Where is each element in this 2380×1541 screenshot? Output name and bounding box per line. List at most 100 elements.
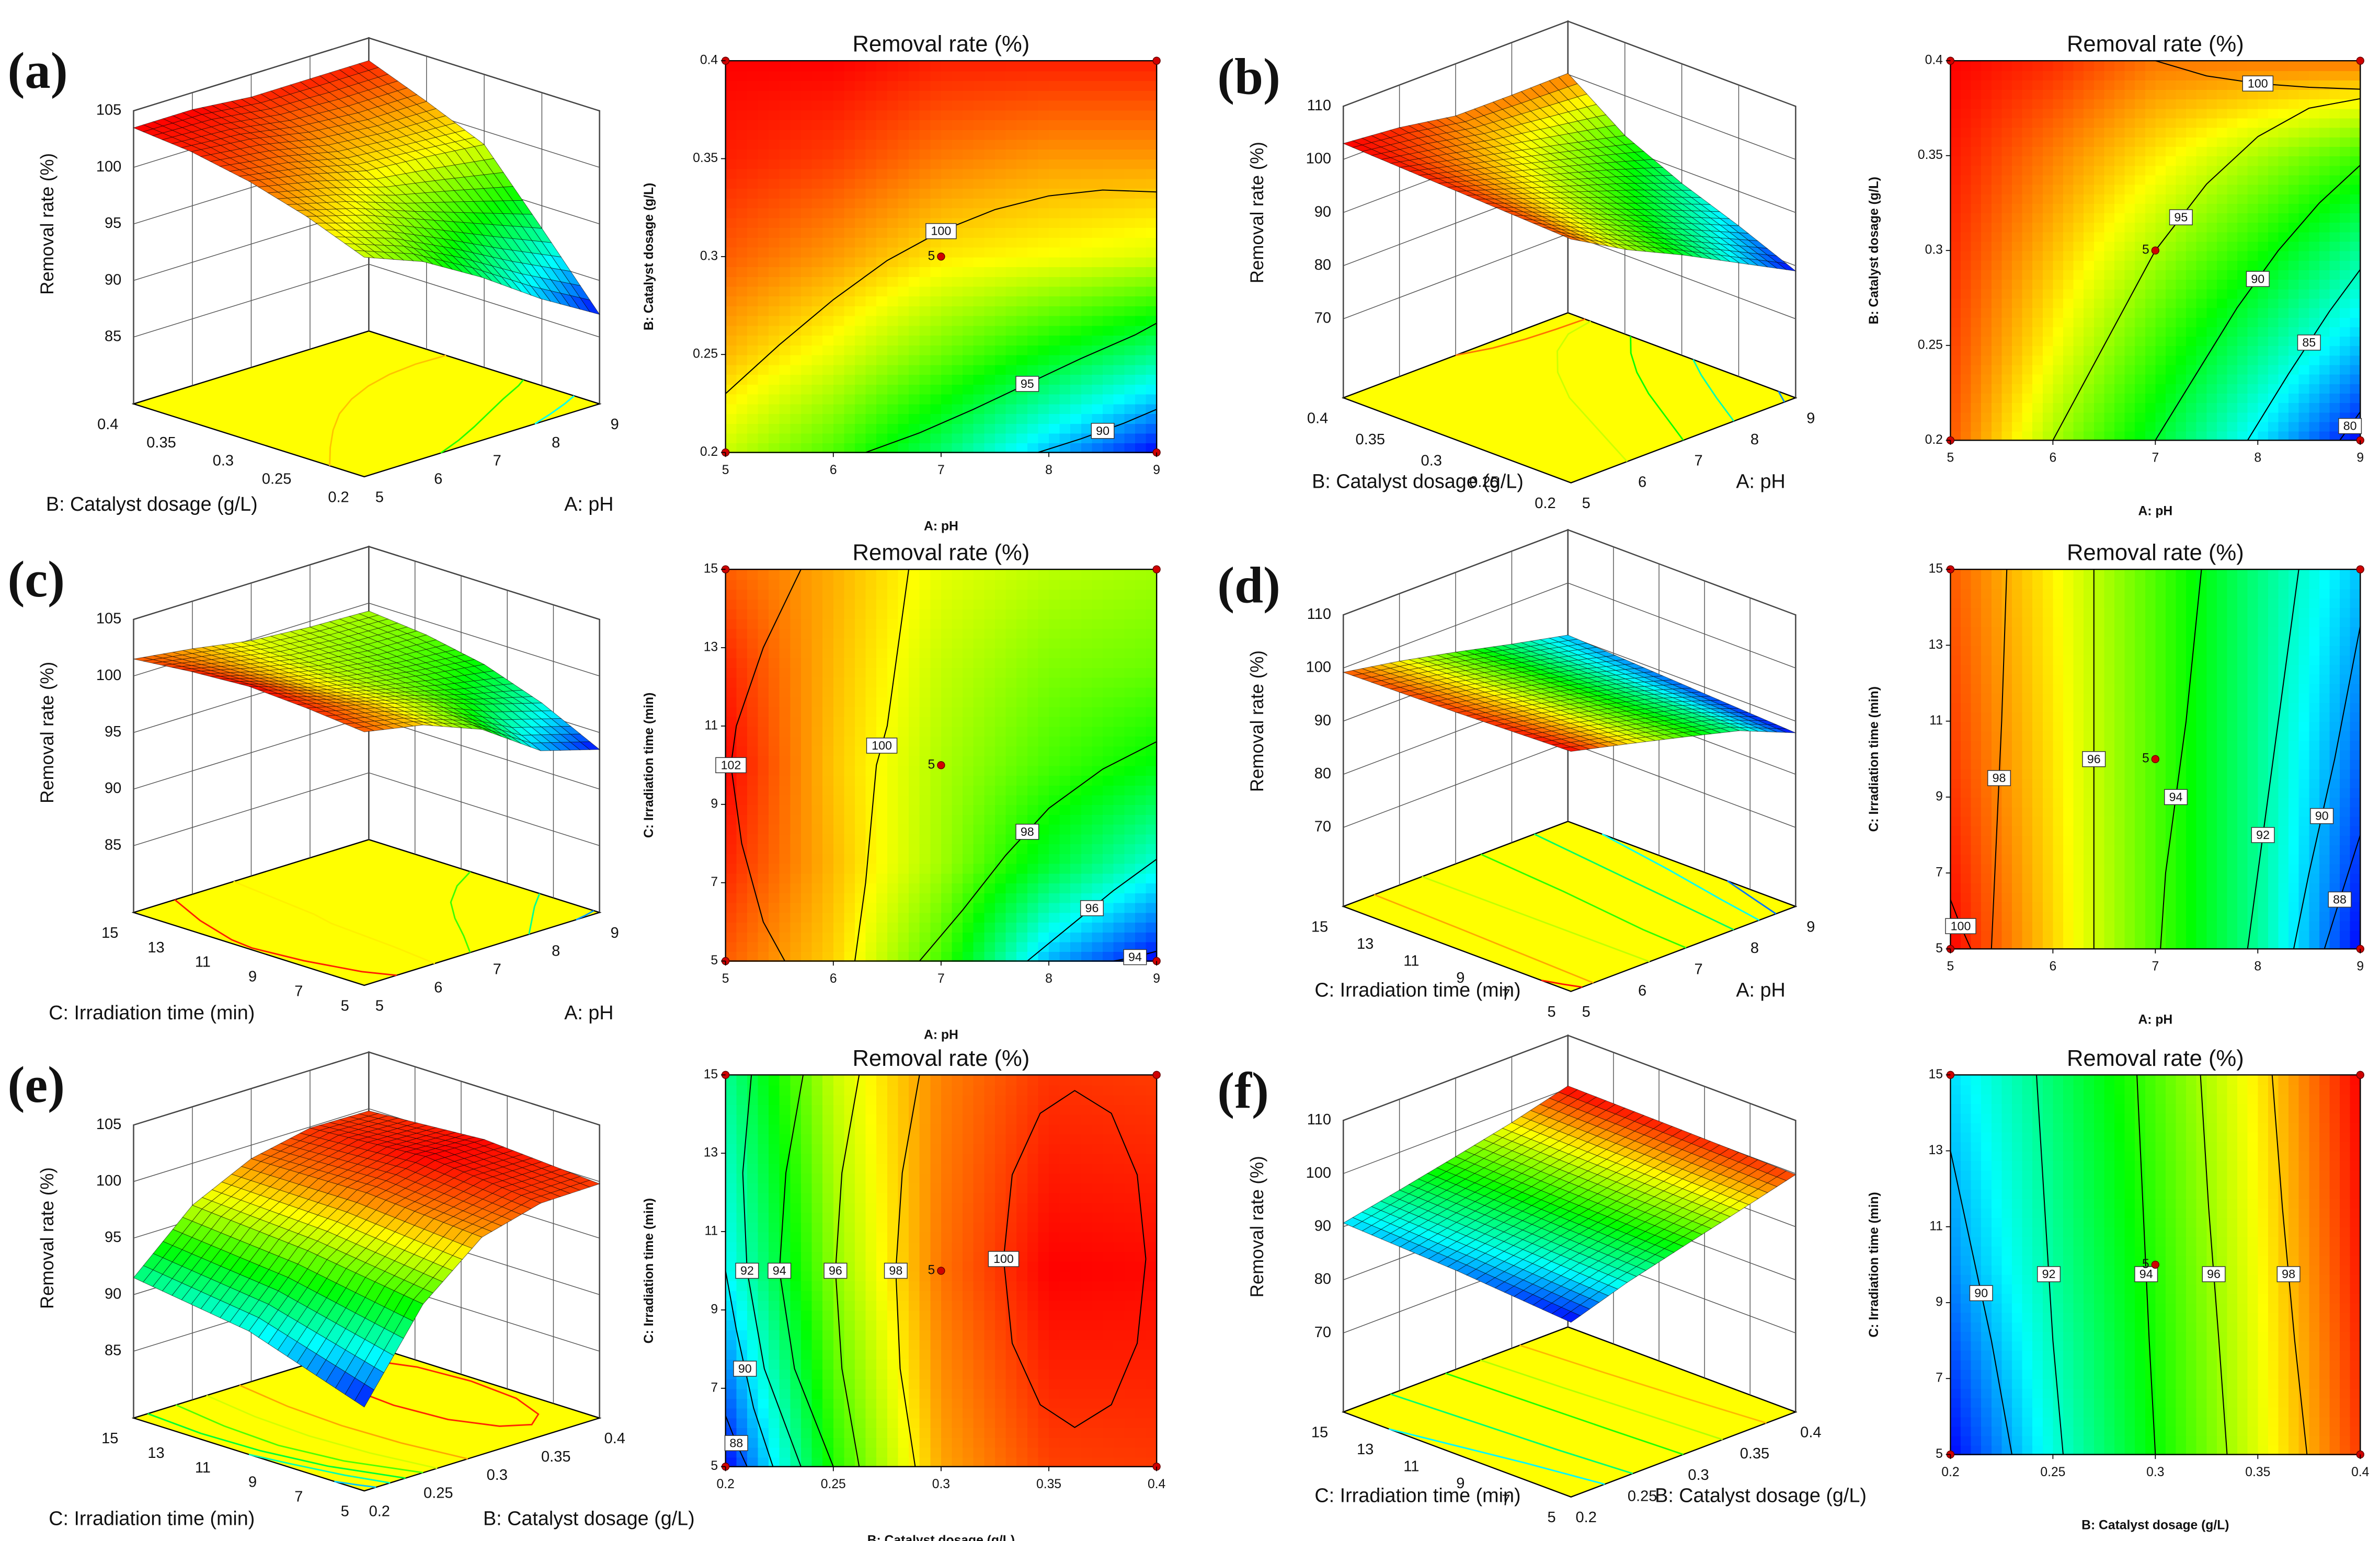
contour-fill: [725, 325, 737, 336]
contour-fill: [2216, 118, 2228, 128]
contour-fill: [822, 237, 834, 248]
contour-fill: [887, 315, 899, 326]
contour-fill: [2268, 146, 2279, 157]
contour-fill: [1991, 146, 2003, 157]
contour-fill: [1081, 266, 1093, 277]
contour-fill: [2165, 250, 2177, 261]
contour-fill: [2042, 118, 2054, 128]
contour-fill: [2135, 89, 2146, 100]
contour-fill: [1991, 155, 2003, 166]
x-tick-label: 9: [1153, 463, 1160, 477]
contour-fill: [1016, 315, 1028, 326]
contour-fill: [790, 90, 802, 101]
contour-fill: [800, 325, 813, 336]
contour-fill: [973, 90, 985, 101]
contour-fill: [2135, 297, 2146, 308]
contour-fill: [1038, 227, 1050, 238]
contour-fill: [1991, 345, 2003, 356]
contour-fill: [790, 188, 802, 199]
contour-fill: [2298, 279, 2310, 290]
contour-fill: [1038, 286, 1050, 297]
contour-fill: [758, 90, 770, 101]
contour-fill: [1038, 109, 1050, 121]
contour-fill: [909, 384, 921, 395]
contour-fill: [2124, 260, 2136, 270]
contour-fill: [2063, 146, 2075, 157]
contour-fill: [2268, 431, 2279, 441]
contour-fill: [1135, 256, 1147, 268]
contour-fill: [1146, 198, 1158, 209]
contour-fill: [2104, 155, 2115, 166]
contour-fill: [2298, 317, 2310, 327]
contour-fill: [2124, 279, 2136, 290]
contour-fill: [963, 168, 975, 179]
contour-fill: [919, 442, 931, 453]
contour-fill: [1146, 227, 1158, 238]
x-axis-label: A: pH: [924, 519, 958, 533]
contour-fill: [973, 442, 985, 453]
contour-fill: [919, 394, 931, 405]
contour-fill: [800, 227, 813, 238]
contour-fill: [1005, 403, 1017, 415]
contour-fill: [2124, 317, 2136, 327]
contour-fill: [2001, 222, 2013, 233]
contour-fill: [1135, 403, 1147, 415]
contour-fill: [1059, 423, 1071, 434]
contour-fill: [2063, 288, 2075, 299]
contour-fill: [1971, 70, 1982, 80]
contour-fill: [876, 344, 888, 355]
contour-fill: [1027, 325, 1039, 336]
contour-fill: [2227, 364, 2238, 375]
contour-fill: [2206, 155, 2218, 166]
contour-fill: [1971, 345, 1982, 356]
contour-fill: [2155, 203, 2167, 214]
contour-fill: [919, 70, 931, 82]
contour-fill: [1016, 109, 1028, 121]
contour-fill: [1027, 305, 1039, 316]
contour-fill: [2001, 297, 2013, 308]
contour-fill: [1961, 118, 1972, 128]
contour-fill: [1981, 269, 1993, 280]
contour-fill: [1971, 136, 1982, 147]
contour-fill: [2216, 231, 2228, 242]
contour-fill: [2114, 89, 2126, 100]
contour-fill: [2042, 70, 2054, 80]
contour-fill: [758, 374, 770, 385]
contour-fill: [2289, 288, 2300, 299]
contour-fill: [930, 158, 942, 169]
contour-fill: [865, 374, 877, 385]
contour-fill: [2001, 269, 2013, 280]
contour-fill: [2247, 165, 2259, 176]
contour-fill: [2135, 165, 2146, 176]
contour-fill: [2053, 127, 2064, 137]
contour-fill: [1146, 80, 1158, 91]
contour-fill: [2340, 222, 2351, 233]
contour-fill: [1016, 394, 1028, 405]
contour-fill: [2196, 61, 2207, 71]
contour-fill: [1146, 325, 1158, 336]
contour-fill: [1059, 237, 1071, 248]
contour-fill: [1103, 158, 1115, 169]
contour-fill: [2176, 288, 2187, 299]
contour-fill: [2206, 136, 2218, 147]
contour-fill: [876, 227, 888, 238]
contour-fill: [887, 384, 899, 395]
contour-fill: [887, 433, 899, 444]
contour-fill: [2012, 136, 2023, 147]
contour-fill: [1113, 158, 1125, 169]
contour-fill: [800, 70, 813, 82]
contour-fill: [2216, 288, 2228, 299]
contour-fill: [2124, 184, 2136, 194]
contour-fill: [1146, 208, 1158, 218]
contour-fill: [941, 374, 953, 385]
contour-fill: [2084, 402, 2095, 413]
contour-fill: [2206, 269, 2218, 280]
contour-fill: [1027, 286, 1039, 297]
contour-fill: [2340, 393, 2351, 404]
contour-fill: [1971, 118, 1982, 128]
contour-fill: [2268, 98, 2279, 109]
contour-fill: [919, 139, 931, 150]
contour-fill: [1005, 227, 1017, 238]
contour-fill: [909, 403, 921, 415]
contour-fill: [822, 217, 834, 228]
